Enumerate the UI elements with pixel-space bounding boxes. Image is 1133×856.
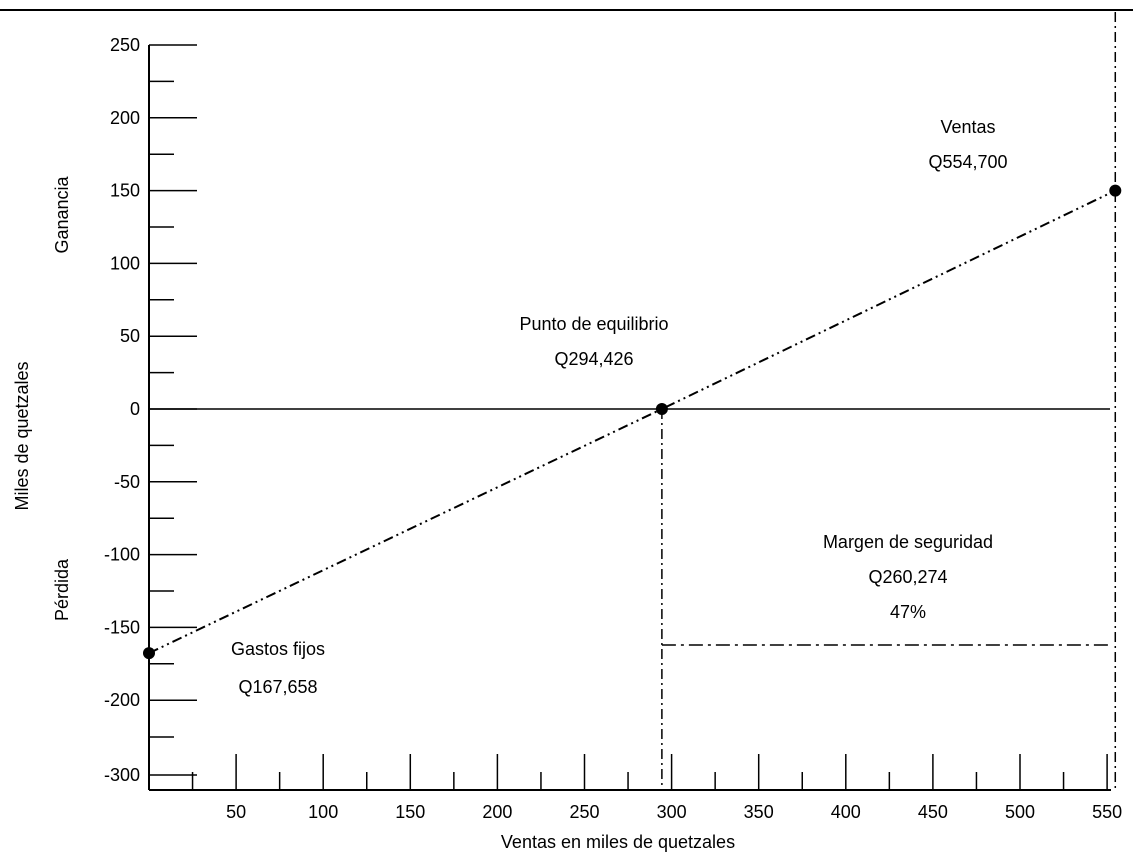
y-tick-label: -150 xyxy=(104,617,140,637)
x-tick-label: 450 xyxy=(918,802,948,822)
safety-margin-annotation-percent: 47% xyxy=(890,602,926,622)
x-tick-label: 200 xyxy=(482,802,512,822)
y-axis-ticks xyxy=(149,44,197,776)
safety-margin-annotation-label: Margen de seguridad xyxy=(823,532,993,552)
safety-margin-annotation-value: Q260,274 xyxy=(868,567,947,587)
profit-line xyxy=(148,189,1116,655)
x-tick-label: 150 xyxy=(395,802,425,822)
y-axis-label-loss: Pérdida xyxy=(52,558,72,621)
data-point xyxy=(655,403,668,415)
y-tick-label: 100 xyxy=(110,253,140,273)
x-axis-ticks xyxy=(191,754,1108,790)
y-tick-label: -100 xyxy=(104,545,140,565)
x-tick-label: 550 xyxy=(1092,802,1122,822)
y-tick-label: 200 xyxy=(110,108,140,128)
y-tick-label: -200 xyxy=(104,690,140,710)
data-point xyxy=(1109,184,1122,197)
break-even-annotation-label: Punto de equilibrio xyxy=(519,314,668,334)
x-tick-label: 50 xyxy=(226,802,246,822)
break-even-annotation-value: Q294,426 xyxy=(554,349,633,369)
y-axis-tick-labels: 250 200 150 100 50 0 -50 -100 -150 -200 -300 xyxy=(104,35,140,785)
fixed-costs-annotation-value: Q167,658 xyxy=(238,677,317,697)
y-tick-label: 250 xyxy=(110,35,140,55)
y-axis-label: Miles de quetzales xyxy=(12,361,32,510)
x-axis-tick-labels: 50 100 150 200 250 300 350 400 450 500 550 xyxy=(226,802,1122,822)
x-tick-label: 400 xyxy=(831,802,861,822)
y-tick-label: -300 xyxy=(104,765,140,785)
x-tick-label: 300 xyxy=(657,802,687,822)
x-axis-label: Ventas en miles de quetzales xyxy=(501,832,735,852)
x-tick-label: 350 xyxy=(744,802,774,822)
sales-annotation-value: Q554,700 xyxy=(928,152,1007,172)
sales-annotation-label: Ventas xyxy=(940,117,995,137)
x-tick-label: 100 xyxy=(308,802,338,822)
data-points xyxy=(143,184,1122,660)
y-axis-label-profit: Ganancia xyxy=(52,175,72,253)
y-tick-label: -50 xyxy=(114,472,140,492)
y-tick-label: 0 xyxy=(130,399,140,419)
x-tick-label: 500 xyxy=(1005,802,1035,822)
fixed-costs-annotation-label: Gastos fijos xyxy=(231,639,325,659)
y-tick-label: 50 xyxy=(120,326,140,346)
data-point xyxy=(143,647,155,660)
y-tick-label: 150 xyxy=(110,181,140,201)
x-tick-label: 250 xyxy=(569,802,599,822)
